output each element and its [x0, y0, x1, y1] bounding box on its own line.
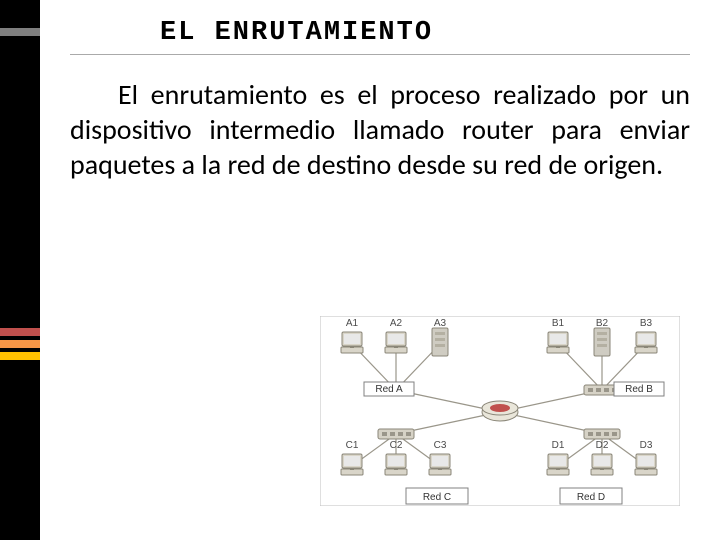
slide-main: EL ENRUTAMIENTO El enrutamiento es el pr…: [40, 0, 720, 540]
net-label: Red C: [423, 492, 451, 503]
node-a1: [341, 332, 363, 353]
sidebar-stripe: [0, 340, 40, 348]
node-label: D3: [640, 440, 653, 451]
node-b3: [635, 332, 657, 353]
node-d2: [591, 454, 613, 475]
node-d3: [635, 454, 657, 475]
node-label: B2: [596, 318, 609, 329]
node-label: D2: [596, 440, 609, 451]
node-b1: [547, 332, 569, 353]
node-r: [482, 401, 518, 421]
node-swd: [584, 429, 620, 439]
sidebar-stripe: [0, 328, 40, 336]
node-label: C3: [434, 440, 447, 451]
node-srva: [432, 328, 448, 356]
node-label: C1: [346, 440, 359, 451]
node-label: A1: [346, 318, 359, 329]
sidebar: [0, 0, 40, 540]
sidebar-stripe: [0, 28, 40, 36]
slide-title: EL ENRUTAMIENTO: [70, 18, 690, 55]
node-label: D1: [552, 440, 565, 451]
net-label: Red D: [577, 492, 605, 503]
network-diagram: A1 A2 A3 B1 B2 B3 C1 C2 C3 D1 D2 D3 Red A Red B Red C R…: [320, 316, 680, 506]
net-label: Red A: [375, 384, 403, 395]
node-srvb: [594, 328, 610, 356]
sidebar-stripe: [0, 352, 40, 360]
node-label: B1: [552, 318, 565, 329]
node-label: C2: [390, 440, 403, 451]
node-a2: [385, 332, 407, 353]
node-label: B3: [640, 318, 653, 329]
net-label: Red B: [625, 384, 653, 395]
node-c2: [385, 454, 407, 475]
node-swc: [378, 429, 414, 439]
node-c3: [429, 454, 451, 475]
node-label: A2: [390, 318, 403, 329]
node-label: A3: [434, 318, 447, 329]
node-c1: [341, 454, 363, 475]
node-d1: [547, 454, 569, 475]
slide-body-text: El enrutamiento es el proceso realizado …: [70, 77, 690, 182]
